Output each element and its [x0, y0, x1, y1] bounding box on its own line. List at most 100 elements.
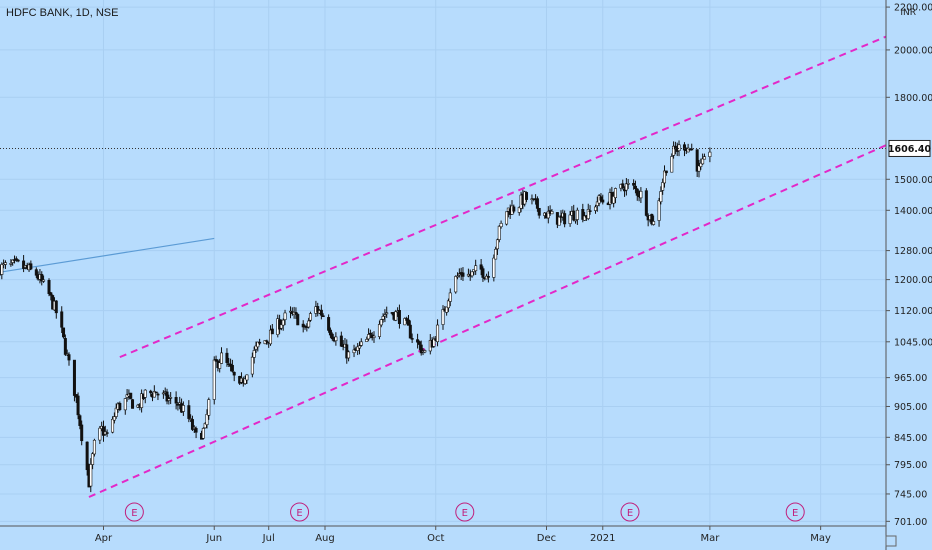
candle-body [301, 323, 305, 328]
trend-line-channel-upper [119, 35, 887, 359]
candle-body [189, 418, 193, 420]
candle-body [265, 340, 269, 343]
candle-body [165, 391, 169, 402]
trend-line-trend [0, 237, 215, 273]
candle-body [9, 263, 13, 265]
candle-body [445, 306, 449, 313]
candle-body [535, 198, 539, 209]
candle-body [652, 221, 656, 225]
candle-body [367, 334, 371, 340]
candle-body [254, 345, 258, 350]
y-tick-label: 1045.00 [894, 337, 932, 348]
chart-title: HDFC BANK, 1D, NSE [6, 7, 119, 19]
candle-body [456, 275, 460, 278]
candle-body [574, 219, 578, 222]
candle-body [639, 190, 643, 199]
candle-body [650, 213, 654, 225]
candle-body [356, 346, 360, 351]
candle-body [269, 329, 273, 345]
candle-body [583, 215, 587, 221]
candle-body [29, 263, 33, 270]
candle-body [613, 188, 617, 198]
candle-body [129, 392, 133, 399]
candle-body [595, 201, 599, 206]
candle-body [62, 327, 66, 338]
candle-body [537, 207, 541, 216]
x-tick-label: Oct [427, 533, 444, 544]
candle-body [225, 352, 229, 363]
candle-body [673, 145, 677, 150]
last-price-label: 1606.40 [888, 144, 932, 155]
y-tick-label: 1200.00 [894, 275, 932, 286]
candle-body [474, 265, 478, 272]
candle-body [67, 354, 71, 361]
candle-body [167, 398, 171, 401]
candle-body [664, 170, 668, 174]
candle-body [352, 349, 356, 354]
candle-body [410, 338, 414, 340]
candle-body [372, 335, 376, 338]
candle-body [626, 183, 630, 185]
candle-body [98, 427, 102, 441]
earnings-marker [785, 502, 805, 522]
candle-body [381, 316, 385, 320]
y-tick-label: 701.00 [894, 517, 927, 528]
candle-body [479, 264, 483, 270]
candle-body [214, 359, 218, 362]
x-tick-label: Jul [262, 533, 275, 544]
candle-body [661, 182, 665, 191]
grid [0, 0, 886, 526]
candle-body [365, 339, 369, 342]
candle-body [316, 306, 320, 313]
candle-body [499, 222, 503, 228]
y-axis-panel [886, 0, 932, 550]
x-tick-label: May [810, 533, 831, 544]
candle-body [436, 324, 440, 343]
candle-body [697, 165, 701, 172]
y-tick-label: 1500.00 [894, 175, 932, 186]
candle-body [525, 192, 529, 200]
candle-body [13, 259, 17, 261]
candle-body [635, 188, 639, 196]
candle-body [220, 352, 224, 364]
earnings-marker-label: E [131, 508, 137, 519]
candle-body [621, 183, 625, 189]
candle-body [397, 309, 401, 325]
candle-body [243, 378, 247, 384]
candle-body [16, 259, 20, 262]
candle-body [448, 292, 452, 302]
candle-body [319, 309, 323, 316]
candle-body [347, 351, 351, 359]
candle-body [91, 453, 95, 465]
candle-body [494, 248, 498, 260]
candle-body [3, 262, 7, 265]
candle-body [307, 320, 311, 328]
trend-line-channel-lower [88, 144, 887, 498]
candle-body [131, 399, 135, 409]
earnings-marker-label: E [296, 508, 302, 519]
x-tick-label: Aug [315, 533, 335, 544]
candle-body [218, 362, 222, 369]
candle-body [49, 292, 53, 296]
candle-body [586, 209, 590, 219]
candle-body [682, 144, 686, 151]
candle-body [334, 336, 338, 342]
candle-body [281, 319, 285, 326]
y-tick-label: 845.00 [894, 433, 927, 444]
candle-body [60, 311, 64, 328]
candles [0, 140, 712, 493]
candle-body [588, 210, 592, 212]
x-tick-label: 2021 [590, 533, 615, 544]
candle-body [308, 313, 312, 321]
candle-body [161, 392, 165, 395]
candle-body [0, 264, 4, 275]
candle-body [14, 258, 18, 260]
candle-body [54, 300, 58, 314]
candle-body [101, 426, 105, 436]
candle-body [594, 206, 598, 211]
candle-body [632, 183, 636, 186]
candle-body [677, 144, 681, 151]
y-tick-label: 1280.00 [894, 246, 932, 257]
